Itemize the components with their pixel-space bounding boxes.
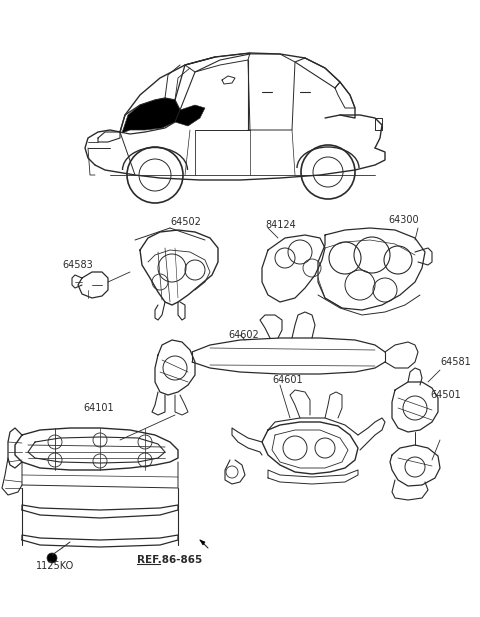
Text: REF.86-865: REF.86-865: [137, 555, 202, 565]
Text: 64602: 64602: [228, 330, 259, 340]
Text: 64101: 64101: [83, 403, 114, 413]
Polygon shape: [175, 105, 205, 126]
Text: 64601: 64601: [272, 375, 302, 385]
Text: 64583: 64583: [62, 260, 93, 270]
Text: 1125KO: 1125KO: [36, 561, 74, 571]
Circle shape: [47, 553, 57, 563]
Text: 64501: 64501: [430, 390, 461, 400]
Text: 64300: 64300: [388, 215, 419, 225]
Polygon shape: [200, 540, 205, 545]
Text: 64502: 64502: [170, 217, 201, 227]
Polygon shape: [122, 98, 180, 133]
Text: 84124: 84124: [265, 220, 296, 230]
Text: 64581: 64581: [440, 357, 471, 367]
